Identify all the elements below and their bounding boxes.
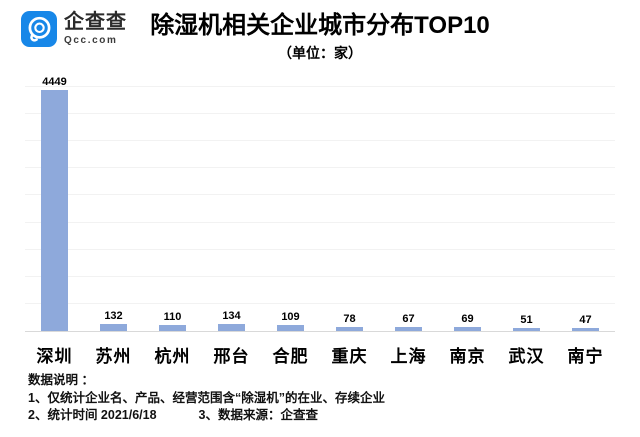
note-heading: 数据说明 ： [28, 373, 94, 387]
gridline [25, 275, 615, 277]
x-axis-label: 南宁 [567, 347, 604, 366]
qcc-logo: 企查查 Qcc.com [20, 10, 127, 48]
x-axis-label: 邢台 [213, 347, 250, 366]
gridline [25, 86, 615, 87]
bar [41, 89, 68, 331]
note-line-2: 2、统计时间 2021/6/18 3、数据来源：企查查 [28, 407, 630, 425]
qcc-logo-icon [21, 11, 57, 47]
bar-value-label: 132 [104, 309, 123, 322]
x-axis-label: 武汉 [508, 347, 545, 366]
bar-value-label: 110 [163, 311, 182, 324]
brand-name: 企查查 [64, 11, 127, 33]
bar [100, 323, 127, 331]
title-block: 除湿机相关企业城市分布TOP10 （单位：家） [0, 12, 640, 63]
x-axis-label: 重庆 [331, 347, 368, 366]
bar-value-label: 47 [579, 314, 592, 327]
bar-column: 134 [202, 68, 261, 331]
note-data-source: 3、数据来源：企查查 [198, 408, 318, 422]
bar-chart-plot-area: 4449 132 110 134 109 78 67 69 51 47 [25, 76, 615, 332]
bar-column: 69 [438, 68, 497, 331]
data-notes: 数据说明 ： 1、仅统计企业名、产品、经营范围含“除湿机”的在业、存续企业 2、… [28, 372, 630, 425]
gridline [25, 248, 615, 250]
bar [513, 328, 540, 331]
bar-column: 51 [497, 68, 556, 331]
bar-column: 110 [143, 68, 202, 331]
gridline [25, 167, 615, 169]
gridline [25, 194, 615, 196]
bar-column: 47 [556, 68, 615, 331]
bar-series: 4449 132 110 134 109 78 67 69 51 47 [25, 68, 615, 331]
bar-column: 78 [320, 68, 379, 331]
gridline [25, 140, 615, 142]
bar [218, 323, 245, 331]
x-axis-labels: 深圳 苏州 杭州 邢台 合肥 重庆 上海 南京 武汉 南宁 [25, 333, 615, 367]
bar-value-label: 4449 [42, 75, 67, 88]
x-axis-label: 深圳 [36, 347, 73, 366]
bar-value-label: 69 [461, 313, 474, 326]
bar-column: 67 [379, 68, 438, 331]
bar-value-label: 67 [402, 313, 415, 326]
bar-value-label: 78 [343, 312, 356, 325]
x-axis-label: 合肥 [272, 347, 309, 366]
bar [336, 326, 363, 331]
unit-subtitle: （单位：家） [278, 45, 362, 61]
bar-column: 109 [261, 68, 320, 331]
brand-domain: Qcc.com [64, 35, 118, 46]
page-title: 除湿机相关企业城市分布TOP10 [150, 12, 490, 39]
bar-value-label: 134 [222, 309, 241, 322]
x-axis-label: 上海 [390, 347, 427, 366]
x-axis-label: 南京 [449, 347, 486, 366]
x-axis-label: 杭州 [154, 347, 191, 366]
bar-column: 4449 [25, 68, 84, 331]
bar-value-label: 109 [281, 311, 300, 324]
gridline [25, 302, 615, 304]
bar-value-label: 51 [520, 314, 533, 327]
bar [395, 327, 422, 331]
bar [454, 327, 481, 331]
x-axis-label: 苏州 [95, 347, 132, 366]
gridline [25, 113, 615, 115]
bar [277, 325, 304, 331]
bar [572, 328, 599, 331]
qcc-logo-text: 企查查 Qcc.com [64, 12, 127, 46]
note-line-1: 1、仅统计企业名、产品、经营范围含“除湿机”的在业、存续企业 [28, 390, 385, 405]
bar [159, 325, 186, 331]
gridline [25, 221, 615, 223]
bar-column: 132 [84, 68, 143, 331]
note-stat-time: 2、统计时间 2021/6/18 [28, 408, 157, 422]
